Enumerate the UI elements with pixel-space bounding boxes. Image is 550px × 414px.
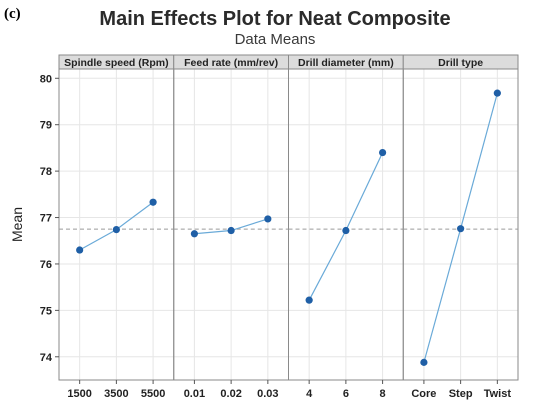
x-tick-label: 4 bbox=[306, 388, 313, 400]
data-point bbox=[457, 225, 465, 233]
x-tick-label: Core bbox=[411, 388, 436, 400]
x-tick-label: 1500 bbox=[67, 388, 91, 400]
x-tick-label: Step bbox=[449, 388, 473, 400]
data-point bbox=[112, 226, 120, 234]
x-tick-label: 3500 bbox=[104, 388, 128, 400]
data-point bbox=[342, 226, 350, 235]
x-tick-label: 0.02 bbox=[220, 388, 241, 400]
data-point bbox=[305, 296, 313, 304]
x-tick-label: 8 bbox=[380, 388, 386, 400]
data-point bbox=[493, 89, 501, 97]
x-tick-label: 0.03 bbox=[257, 388, 278, 400]
data-point bbox=[190, 230, 199, 238]
data-point bbox=[264, 215, 272, 223]
data-point bbox=[420, 358, 428, 366]
data-point bbox=[378, 148, 387, 157]
y-tick-label: 76 bbox=[40, 259, 52, 271]
x-tick-label: 6 bbox=[343, 388, 349, 400]
x-tick-label: 5500 bbox=[141, 388, 165, 400]
y-axis-label: Mean bbox=[9, 207, 25, 242]
y-tick-label: 79 bbox=[40, 120, 52, 132]
panel-header-label: Drill diameter (mm) bbox=[298, 57, 394, 69]
chart-subtitle: Data Means bbox=[234, 31, 316, 48]
data-point bbox=[76, 246, 84, 254]
panel-header-label: Feed rate (mm/rev) bbox=[184, 57, 278, 69]
y-tick-label: 80 bbox=[40, 73, 52, 85]
y-tick-label: 75 bbox=[40, 305, 52, 317]
panel-header-label: Spindle speed (Rpm) bbox=[64, 57, 168, 69]
y-tick-label: 78 bbox=[40, 166, 52, 178]
y-tick-label: 77 bbox=[40, 213, 52, 225]
panel-header-label: Drill type bbox=[438, 57, 483, 69]
figure-panel-label: (c) bbox=[4, 6, 21, 22]
data-point bbox=[149, 198, 157, 206]
y-tick-label: 74 bbox=[40, 352, 53, 364]
chart-title: Main Effects Plot for Neat Composite bbox=[99, 8, 451, 30]
x-tick-label: Twist bbox=[484, 388, 512, 400]
data-point bbox=[227, 226, 235, 235]
x-tick-label: 0.01 bbox=[184, 388, 205, 400]
